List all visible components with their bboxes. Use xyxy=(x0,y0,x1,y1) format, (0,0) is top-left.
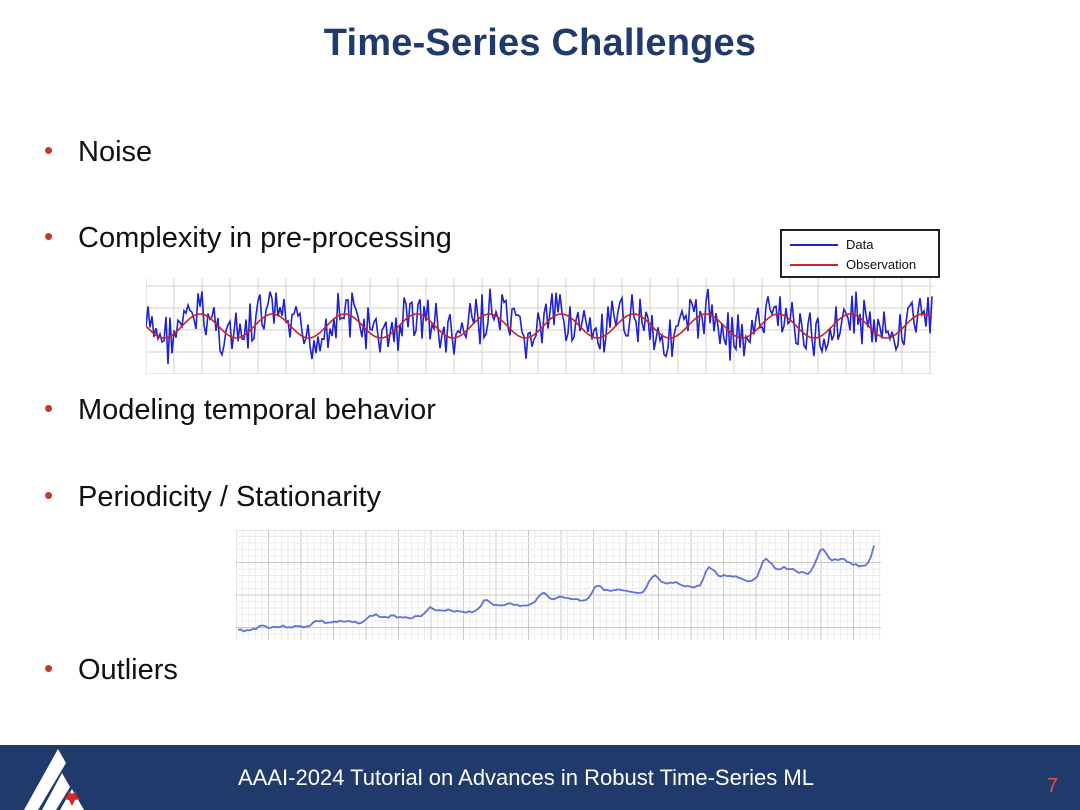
bullet-text: Noise xyxy=(78,136,153,168)
bullet-text: Complexity in pre-processing xyxy=(78,222,452,254)
noisy-series-chart xyxy=(146,278,934,374)
bullet-text: Periodicity / Stationarity xyxy=(78,481,382,513)
trend-series-line xyxy=(237,545,875,633)
bullet-noise: • Noise xyxy=(44,136,152,169)
legend-item-data: Data xyxy=(790,237,873,252)
legend-swatch xyxy=(790,263,838,266)
bullet-text: Outliers xyxy=(78,654,178,686)
trend-seasonal-chart xyxy=(236,530,881,640)
page-number: 7 xyxy=(1046,775,1058,797)
bullet-dot-icon: • xyxy=(44,392,54,423)
legend-swatch xyxy=(790,243,838,246)
bullet-dot-icon: • xyxy=(44,134,54,165)
bullet-text: Modeling temporal behavior xyxy=(78,394,436,426)
bullet-dot-icon: • xyxy=(44,220,54,251)
bullet-complexity: • Complexity in pre-processing xyxy=(44,222,452,255)
chart-grid xyxy=(236,530,881,640)
slide-footer: AAAI-2024 Tutorial on Advances in Robust… xyxy=(0,745,1080,810)
bullet-dot-icon: • xyxy=(44,479,54,510)
legend-label: Observation xyxy=(846,257,917,272)
bullet-dot-icon: • xyxy=(44,652,54,683)
bullet-temporal: • Modeling temporal behavior xyxy=(44,394,436,427)
bullet-periodicity: • Periodicity / Stationarity xyxy=(44,481,381,514)
legend-label: Data xyxy=(846,237,874,252)
bullet-outliers: • Outliers xyxy=(44,654,178,687)
aaai-logo-icon xyxy=(24,749,84,810)
chart-legend: Data Observation xyxy=(780,229,940,278)
slide-title: Time-Series Challenges xyxy=(323,22,757,64)
legend-item-observation: Observation xyxy=(790,257,916,272)
data-series-line xyxy=(146,288,933,365)
footer-text: AAAI-2024 Tutorial on Advances in Robust… xyxy=(238,765,814,790)
observation-series-line xyxy=(146,313,933,339)
